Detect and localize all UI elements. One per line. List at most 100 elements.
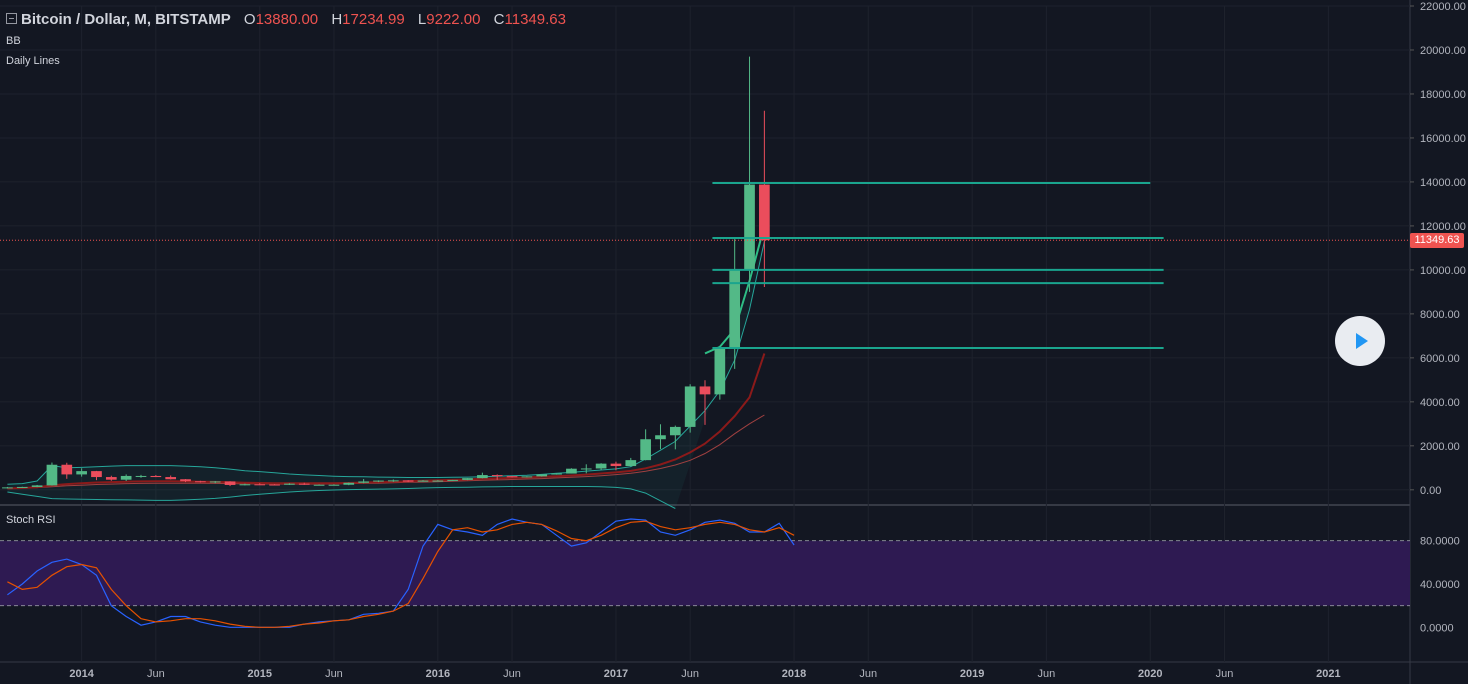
- time-tick-label: Jun: [681, 668, 699, 680]
- time-tick-label: 2019: [960, 668, 984, 680]
- candle-body: [269, 484, 280, 486]
- candle-body: [536, 474, 548, 477]
- candle-body: [91, 471, 102, 478]
- rsi-series-line: [7, 520, 795, 628]
- candle-body: [402, 480, 414, 482]
- candle-body: [551, 473, 562, 475]
- candle-body: [491, 475, 503, 477]
- bb-fill: [7, 241, 765, 509]
- candle-body: [610, 463, 622, 467]
- price-tick-label: 6000.00: [1420, 353, 1460, 365]
- candle-body: [729, 269, 741, 349]
- indicator-daily-lines-label[interactable]: Daily Lines: [6, 55, 60, 67]
- candle-body: [669, 426, 681, 436]
- candle-body: [521, 476, 533, 478]
- indicator-stoch-rsi-label[interactable]: Stoch RSI: [6, 514, 56, 526]
- candle-body: [387, 480, 399, 482]
- open-value: 13880.00: [255, 11, 319, 28]
- close-value: 11349.63: [504, 11, 566, 28]
- time-tick-label: 2020: [1138, 668, 1162, 680]
- candle-body: [195, 481, 206, 483]
- candle-body: [31, 485, 43, 487]
- candle-body: [224, 481, 236, 485]
- candle-body: [180, 479, 191, 482]
- candle-body: [209, 481, 221, 483]
- candle-body: [655, 435, 666, 440]
- ma-dark-line: [7, 353, 766, 490]
- candle-body: [759, 184, 770, 241]
- candle-body: [76, 471, 87, 475]
- candle-body: [462, 478, 473, 480]
- rsi-overbought-band: [0, 540, 1410, 606]
- indicator-bb-label[interactable]: BB: [6, 35, 21, 47]
- candle-body: [506, 476, 518, 478]
- last-price-tag: 11349.63: [1410, 233, 1464, 248]
- price-tick-label: 20000.00: [1420, 45, 1466, 57]
- rsi-tick-label: 0.0000: [1420, 622, 1454, 634]
- bb-upper-line: [7, 241, 765, 485]
- candle-body: [477, 475, 488, 479]
- candle-body: [640, 439, 651, 461]
- candle-body: [313, 484, 325, 486]
- candle-body: [61, 464, 73, 475]
- price-tick-label: 2000.00: [1420, 441, 1460, 453]
- price-tick-label: 0.00: [1420, 485, 1441, 497]
- candle-body: [684, 386, 696, 427]
- candle-body: [16, 486, 28, 488]
- ma-light-line: [7, 414, 765, 489]
- price-tick-label: 18000.00: [1420, 89, 1466, 101]
- candle-body: [432, 480, 444, 482]
- high-label: H: [331, 11, 343, 28]
- candle-body: [254, 484, 266, 486]
- price-tick-label: 10000.00: [1420, 265, 1466, 277]
- time-tick-label: Jun: [503, 668, 521, 680]
- candle-body: [417, 480, 429, 482]
- rsi-tick-label: 40.0000: [1420, 579, 1460, 591]
- candle-body: [744, 184, 755, 270]
- candle-body: [284, 483, 295, 485]
- collapse-icon[interactable]: [6, 13, 17, 24]
- candle-body: [566, 468, 577, 474]
- rsi-tick-label: 80.0000: [1420, 536, 1460, 548]
- candle-body: [580, 468, 592, 470]
- candle-body: [714, 348, 726, 395]
- time-tick-label: 2021: [1316, 668, 1340, 680]
- time-tick-label: Jun: [859, 668, 877, 680]
- candle-body: [328, 484, 340, 486]
- time-tick-label: Jun: [1216, 668, 1234, 680]
- candle-body: [298, 483, 310, 485]
- play-icon[interactable]: [1335, 316, 1385, 366]
- price-tick-label: 14000.00: [1420, 177, 1466, 189]
- price-tick-label: 16000.00: [1420, 133, 1466, 145]
- bb-lower-line: [7, 486, 676, 509]
- rsi-series-line: [7, 518, 795, 628]
- candle-body: [699, 386, 711, 395]
- candle-body: [373, 480, 384, 482]
- candle-body: [105, 477, 117, 480]
- low-value: 9222.00: [426, 11, 481, 28]
- time-tick-label: 2016: [426, 668, 450, 680]
- price-tick-label: 22000.00: [1420, 1, 1466, 13]
- price-tick-label: 12000.00: [1420, 221, 1466, 233]
- candle-body: [165, 477, 177, 480]
- candle-body: [120, 475, 132, 480]
- candle-body: [150, 475, 162, 478]
- candle-body: [358, 481, 369, 483]
- candle-body: [135, 475, 147, 477]
- low-label: L: [417, 11, 427, 28]
- time-tick-label: 2015: [247, 668, 271, 680]
- candle-body: [46, 464, 58, 486]
- candle-body: [2, 487, 13, 489]
- candle-body: [239, 484, 251, 486]
- candle-body: [343, 482, 355, 485]
- candle-body: [447, 479, 459, 481]
- close-label: C: [493, 11, 505, 28]
- open-label: O: [243, 11, 256, 28]
- time-tick-label: 2017: [604, 668, 628, 680]
- candle-body: [595, 463, 607, 469]
- time-tick-label: Jun: [325, 668, 343, 680]
- chart-header: Bitcoin / Dollar, M, BITSTAMP O13880.00 …: [6, 11, 566, 28]
- price-tick-label: 4000.00: [1420, 397, 1460, 409]
- price-tick-label: 8000.00: [1420, 309, 1460, 321]
